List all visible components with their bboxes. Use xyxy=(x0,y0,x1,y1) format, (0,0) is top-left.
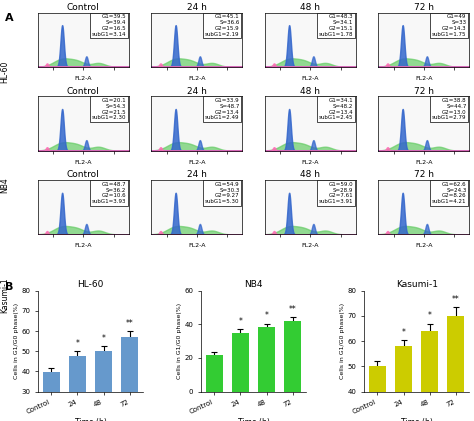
Bar xyxy=(232,333,249,392)
Text: G1=48.3
S=34.1
G2=15.1
subG1=1.78: G1=48.3 S=34.1 G2=15.1 subG1=1.78 xyxy=(319,14,353,37)
Text: *: * xyxy=(75,339,79,348)
Text: *: * xyxy=(401,328,405,337)
Text: HL-60: HL-60 xyxy=(0,60,9,83)
Text: *: * xyxy=(102,334,106,343)
Text: G1=49
S=33
G2=14.3
subG1=1.75: G1=49 S=33 G2=14.3 subG1=1.75 xyxy=(432,14,466,37)
X-axis label: FL2-A: FL2-A xyxy=(74,76,92,81)
Text: **: ** xyxy=(452,295,460,304)
X-axis label: FL2-A: FL2-A xyxy=(415,160,433,165)
Title: 72 h: 72 h xyxy=(414,171,434,179)
X-axis label: FL2-A: FL2-A xyxy=(301,243,319,248)
Title: 24 h: 24 h xyxy=(187,87,207,96)
Text: **: ** xyxy=(126,319,134,328)
Text: G1=20.1
S=54.3
G2=21.5
subG1=2.30: G1=20.1 S=54.3 G2=21.5 subG1=2.30 xyxy=(91,98,126,120)
Bar xyxy=(258,327,275,392)
Title: 48 h: 48 h xyxy=(301,87,320,96)
Bar xyxy=(369,366,386,421)
X-axis label: FL2-A: FL2-A xyxy=(74,160,92,165)
Bar xyxy=(95,351,112,421)
X-axis label: FL2-A: FL2-A xyxy=(188,76,206,81)
Y-axis label: Cells in G1/G0 phase(%): Cells in G1/G0 phase(%) xyxy=(13,303,18,379)
Text: B: B xyxy=(5,282,13,292)
X-axis label: FL2-A: FL2-A xyxy=(301,76,319,81)
Text: G1=34.1
S=48.2
G2=13.4
subG1=2.45: G1=34.1 S=48.2 G2=13.4 subG1=2.45 xyxy=(319,98,353,120)
Bar xyxy=(43,373,60,421)
Y-axis label: Cells in G1/G0 phase(%): Cells in G1/G0 phase(%) xyxy=(177,303,182,379)
Text: *: * xyxy=(428,312,432,320)
X-axis label: FL2-A: FL2-A xyxy=(74,243,92,248)
Text: **: ** xyxy=(289,305,297,314)
X-axis label: Time (h): Time (h) xyxy=(401,418,433,421)
Text: G1=59.0
S=28.9
G2=7.61
subG1=3.91: G1=59.0 S=28.9 G2=7.61 subG1=3.91 xyxy=(319,182,353,204)
Title: 48 h: 48 h xyxy=(301,3,320,12)
Text: G1=48.7
S=36.2
G2=10.6
subG1=3.93: G1=48.7 S=36.2 G2=10.6 subG1=3.93 xyxy=(91,182,126,204)
Title: HL-60: HL-60 xyxy=(77,280,104,288)
X-axis label: Time (h): Time (h) xyxy=(74,418,107,421)
Text: G1=39.5
S=39.4
G2=16.5
subG1=3.14: G1=39.5 S=39.4 G2=16.5 subG1=3.14 xyxy=(91,14,126,37)
X-axis label: FL2-A: FL2-A xyxy=(301,160,319,165)
Text: G1=54.9
S=30.3
G2=9.27
subG1=5.30: G1=54.9 S=30.3 G2=9.27 subG1=5.30 xyxy=(205,182,239,204)
X-axis label: FL2-A: FL2-A xyxy=(415,76,433,81)
Title: Kasumi-1: Kasumi-1 xyxy=(396,280,438,288)
Title: 72 h: 72 h xyxy=(414,87,434,96)
Bar xyxy=(421,331,438,421)
Title: NB4: NB4 xyxy=(244,280,263,288)
Text: G1=38.8
S=44.7
G2=13.0
subG1=2.79: G1=38.8 S=44.7 G2=13.0 subG1=2.79 xyxy=(432,98,466,120)
X-axis label: Time (h): Time (h) xyxy=(237,418,270,421)
Text: G1=45.1
S=36.6
G2=15.9
subG1=2.19: G1=45.1 S=36.6 G2=15.9 subG1=2.19 xyxy=(205,14,239,37)
Text: A: A xyxy=(5,13,13,23)
Bar xyxy=(206,354,223,392)
Bar xyxy=(447,316,465,421)
Title: 48 h: 48 h xyxy=(301,171,320,179)
X-axis label: FL2-A: FL2-A xyxy=(415,243,433,248)
Text: *: * xyxy=(238,317,242,326)
Title: 24 h: 24 h xyxy=(187,171,207,179)
Bar xyxy=(121,337,138,421)
Title: Control: Control xyxy=(67,3,100,12)
Title: 24 h: 24 h xyxy=(187,3,207,12)
Y-axis label: Cells in G1/G0 phase(%): Cells in G1/G0 phase(%) xyxy=(340,303,345,379)
Title: 72 h: 72 h xyxy=(414,3,434,12)
Bar xyxy=(284,321,301,392)
Bar xyxy=(395,346,412,421)
Text: NB4: NB4 xyxy=(0,177,9,193)
Text: G1=33.9
S=48.7
G2=13.4
subG1=2.49: G1=33.9 S=48.7 G2=13.4 subG1=2.49 xyxy=(205,98,239,120)
Bar xyxy=(69,356,86,421)
X-axis label: FL2-A: FL2-A xyxy=(188,243,206,248)
Text: Kasumi-1: Kasumi-1 xyxy=(0,277,9,312)
X-axis label: FL2-A: FL2-A xyxy=(188,160,206,165)
Text: G1=62.6
S=24.3
G2=8.26
subG1=4.21: G1=62.6 S=24.3 G2=8.26 subG1=4.21 xyxy=(432,182,466,204)
Text: *: * xyxy=(265,312,269,320)
Title: Control: Control xyxy=(67,87,100,96)
Title: Control: Control xyxy=(67,171,100,179)
